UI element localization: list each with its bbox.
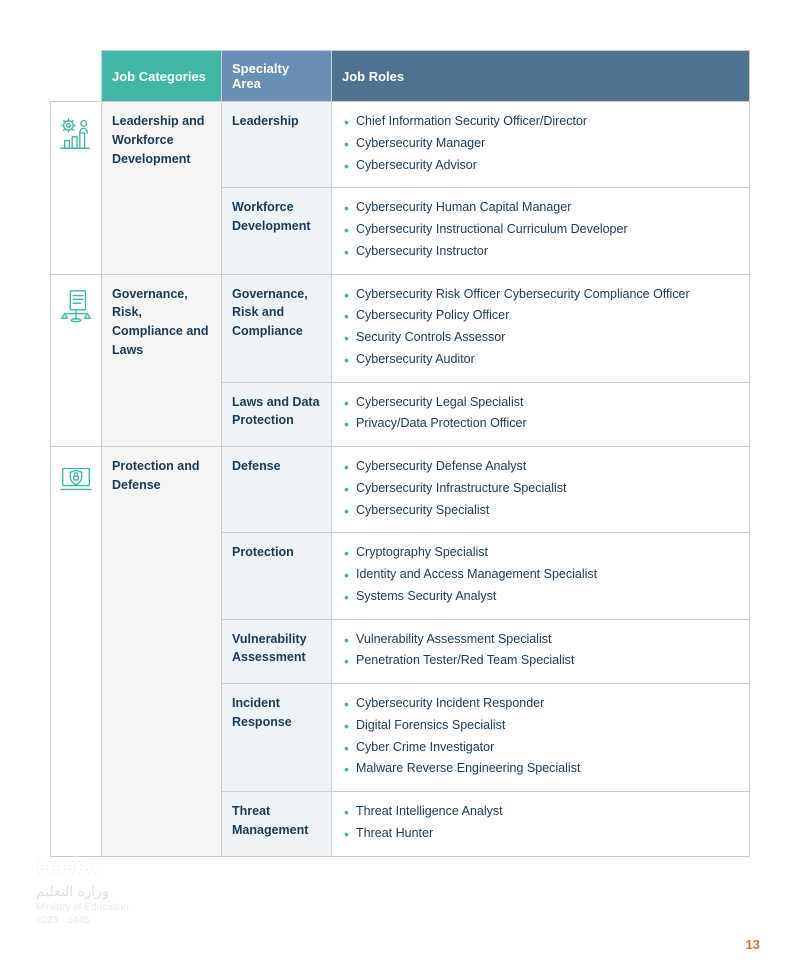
role-item: Cybersecurity Auditor <box>342 350 739 369</box>
role-item: Cybersecurity Human Capital Manager <box>342 198 739 217</box>
leadership-icon <box>51 102 102 275</box>
role-item: Cybersecurity Incident Responder <box>342 694 739 713</box>
header-specialty: Specialty Area <box>222 51 332 102</box>
category-cell: Protection and Defense <box>102 447 222 857</box>
job-roles-table: Job Categories Specialty Area Job Roles … <box>50 50 750 857</box>
governance-icon <box>51 274 102 447</box>
footer-english: Ministry of Education <box>36 902 129 913</box>
category-cell: Governance, Risk, Compliance and Laws <box>102 274 222 447</box>
ministry-logo: ∴∵∴∵∴∵∵∴∵∴∵∴∵∴ وزارة التعليم Ministry of… <box>36 861 129 926</box>
role-item: Cybersecurity Risk Officer Cybersecurity… <box>342 285 739 304</box>
role-item: Digital Forensics Specialist <box>342 716 739 735</box>
specialty-cell: Workforce Development <box>222 188 332 274</box>
roles-cell: Threat Intelligence Analyst Threat Hunter <box>332 792 750 857</box>
category-cell: Leadership and Workforce Development <box>102 102 222 275</box>
role-item: Cybersecurity Specialist <box>342 501 739 520</box>
roles-cell: Cybersecurity Human Capital Manager Cyber… <box>332 188 750 274</box>
role-item: Cybersecurity Manager <box>342 134 739 153</box>
role-item: Cybersecurity Instructor <box>342 242 739 261</box>
role-item: Threat Hunter <box>342 824 739 843</box>
defense-icon <box>51 447 102 857</box>
role-item: Penetration Tester/Red Team Specialist <box>342 651 739 670</box>
specialty-cell: Defense <box>222 447 332 533</box>
role-item: Identity and Access Management Specialis… <box>342 565 739 584</box>
roles-cell: Cybersecurity Defense Analyst Cybersecuri… <box>332 447 750 533</box>
specialty-cell: Threat Management <box>222 792 332 857</box>
role-item: Systems Security Analyst <box>342 587 739 606</box>
specialty-cell: Leadership <box>222 102 332 188</box>
role-item: Privacy/Data Protection Officer <box>342 414 739 433</box>
roles-cell: Vulnerability Assessment Specialist Penet… <box>332 619 750 684</box>
footer-year: 2023 - 1445 <box>36 915 129 926</box>
role-item: Cybersecurity Infrastructure Specialist <box>342 479 739 498</box>
role-item: Malware Reverse Engineering Specialist <box>342 759 739 778</box>
specialty-cell: Laws and Data Protection <box>222 382 332 447</box>
header-spacer <box>51 51 102 102</box>
specialty-cell: Governance, Risk and Compliance <box>222 274 332 382</box>
specialty-cell: Protection <box>222 533 332 619</box>
role-item: Cybersecurity Legal Specialist <box>342 393 739 412</box>
specialty-cell: Incident Response <box>222 684 332 792</box>
header-categories: Job Categories <box>102 51 222 102</box>
roles-cell: Cybersecurity Legal Specialist Privacy/Da… <box>332 382 750 447</box>
role-item: Cybersecurity Instructional Curriculum D… <box>342 220 739 239</box>
role-item: Cryptography Specialist <box>342 543 739 562</box>
role-item: Vulnerability Assessment Specialist <box>342 630 739 649</box>
roles-cell: Cryptography Specialist Identity and Acce… <box>332 533 750 619</box>
role-item: Cybersecurity Defense Analyst <box>342 457 739 476</box>
role-item: Cybersecurity Policy Officer <box>342 306 739 325</box>
header-roles: Job Roles <box>332 51 750 102</box>
role-item: Cybersecurity Advisor <box>342 156 739 175</box>
specialty-cell: Vulnerability Assessment <box>222 619 332 684</box>
role-item: Security Controls Assessor <box>342 328 739 347</box>
roles-cell: Chief Information Security Officer/Direc… <box>332 102 750 188</box>
footer-arabic: وزارة التعليم <box>36 883 129 900</box>
role-item: Cyber Crime Investigator <box>342 738 739 757</box>
page-number: 13 <box>746 937 760 952</box>
role-item: Threat Intelligence Analyst <box>342 802 739 821</box>
role-item: Chief Information Security Officer/Direc… <box>342 112 739 131</box>
roles-cell: Cybersecurity Incident Responder Digital … <box>332 684 750 792</box>
roles-cell: Cybersecurity Risk Officer Cybersecurity… <box>332 274 750 382</box>
